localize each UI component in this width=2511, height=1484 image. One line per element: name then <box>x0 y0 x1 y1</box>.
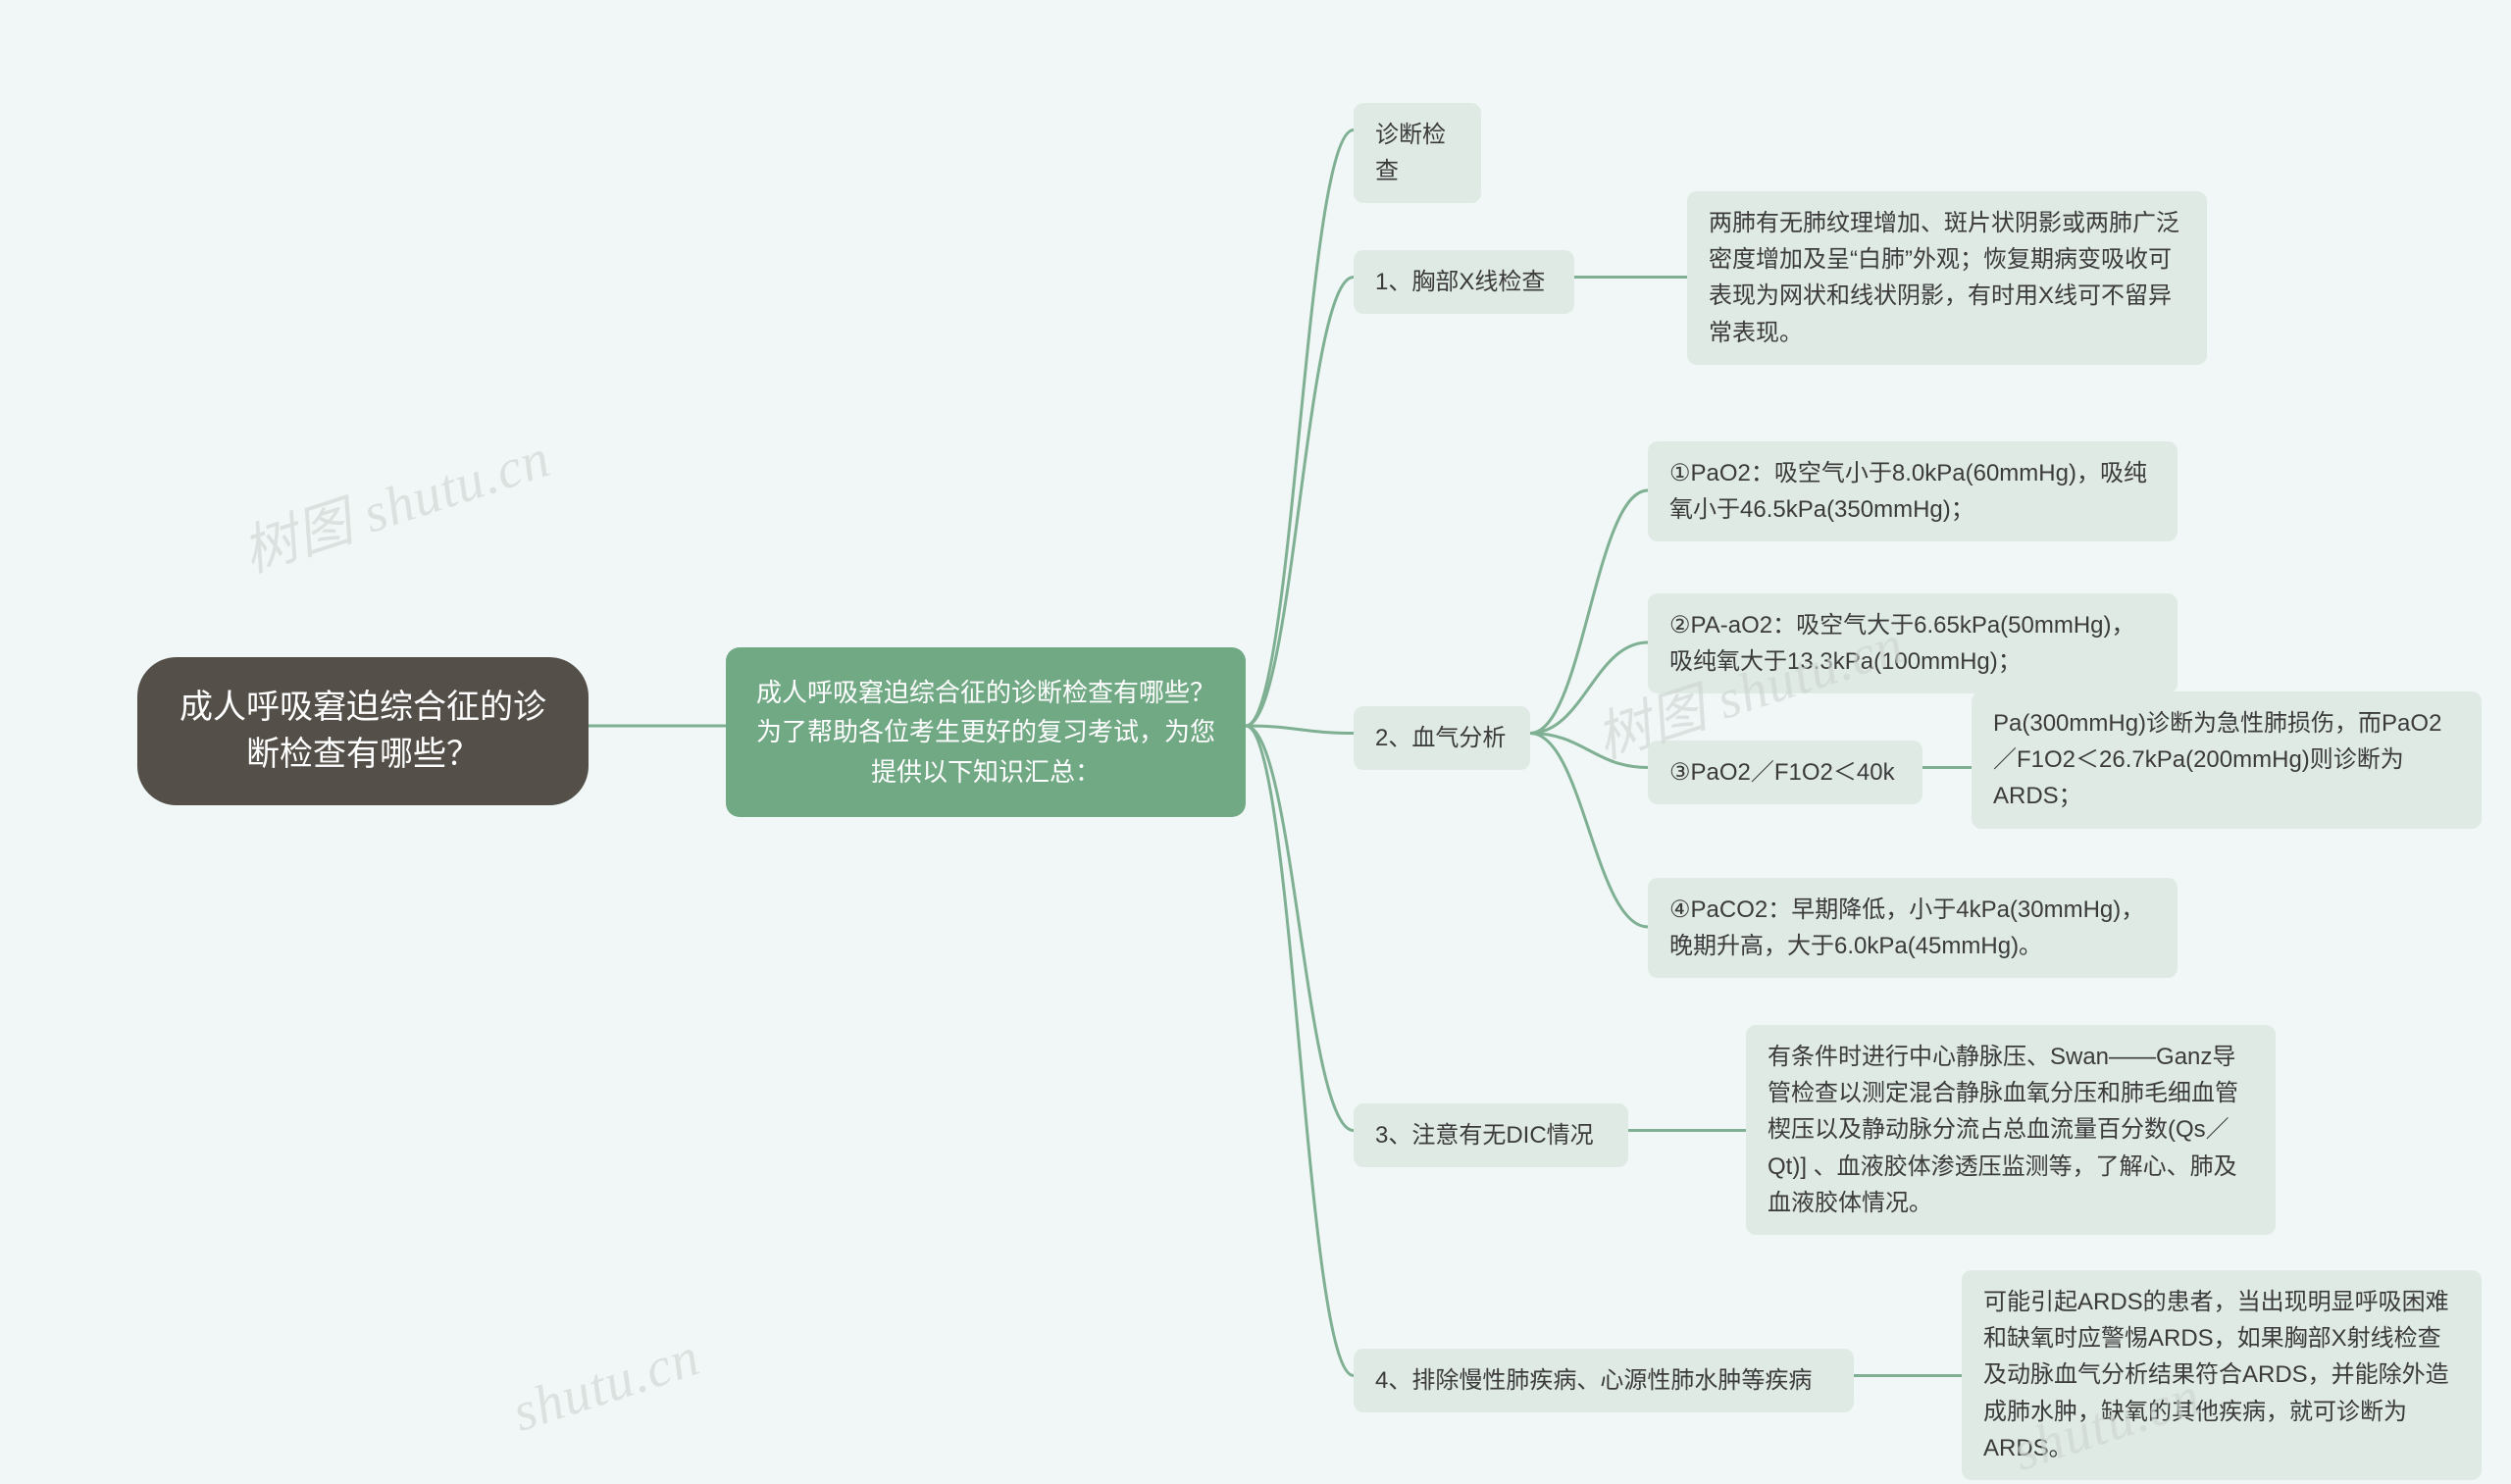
root-node: 成人呼吸窘迫综合征的诊断检查有哪些？ <box>137 657 589 805</box>
branch-2-child-1-text: ②PA-aO2：吸空气大于6.65kPa(50mmHg)，吸纯氧大于13.3kP… <box>1669 612 2135 675</box>
branch-2-child-2: ③PaO2／F1O2＜40k <box>1648 741 1922 804</box>
branch-1: 1、胸部X线检查 <box>1354 250 1574 314</box>
root-text: 成人呼吸窘迫综合征的诊断检查有哪些？ <box>179 689 546 773</box>
watermark-2: shutu.cn <box>505 1325 707 1445</box>
branch-3-child-0-text: 有条件时进行中心静脉压、Swan——Ganz导管检查以测定混合静脉血氧分压和肺毛… <box>1768 1044 2238 1216</box>
branch-2-child-1: ②PA-aO2：吸空气大于6.65kPa(50mmHg)，吸纯氧大于13.3kP… <box>1648 593 2178 693</box>
branch-4-child-0: 可能引起ARDS的患者，当出现明显呼吸困难和缺氧时应警惕ARDS，如果胸部X射线… <box>1962 1270 2482 1480</box>
branch-2-child-2-text: ③PaO2／F1O2＜40k <box>1669 759 1895 786</box>
branch-3-text: 3、注意有无DIC情况 <box>1375 1122 1594 1149</box>
branch-1-child-0: 两肺有无肺纹理增加、斑片状阴影或两肺广泛密度增加及呈“白肺”外观；恢复期病变吸收… <box>1687 191 2207 365</box>
branch-2-child-2-gc-0: Pa(300mmHg)诊断为急性肺损伤，而PaO2／F1O2＜26.7kPa(2… <box>1972 691 2482 829</box>
branch-3: 3、注意有无DIC情况 <box>1354 1103 1628 1167</box>
branch-2-text: 2、血气分析 <box>1375 725 1506 751</box>
branch-1-child-0-text: 两肺有无肺纹理增加、斑片状阴影或两肺广泛密度增加及呈“白肺”外观；恢复期病变吸收… <box>1709 210 2179 346</box>
branch-1-text: 1、胸部X线检查 <box>1375 269 1545 295</box>
branch-0-text: 诊断检查 <box>1375 122 1446 184</box>
branch-4-child-0-text: 可能引起ARDS的患者，当出现明显呼吸困难和缺氧时应警惕ARDS，如果胸部X射线… <box>1983 1289 2449 1461</box>
intro-node: 成人呼吸窘迫综合征的诊断检查有哪些？为了帮助各位考生更好的复习考试，为您提供以下… <box>726 647 1246 817</box>
intro-text: 成人呼吸窘迫综合征的诊断检查有哪些？为了帮助各位考生更好的复习考试，为您提供以下… <box>756 678 1215 787</box>
branch-2-child-0-text: ①PaO2：吸空气小于8.0kPa(60mmHg)，吸纯氧小于46.5kPa(3… <box>1669 460 2147 523</box>
branch-4: 4、排除慢性肺疾病、心源性肺水肿等疾病 <box>1354 1349 1854 1412</box>
branch-4-text: 4、排除慢性肺疾病、心源性肺水肿等疾病 <box>1375 1367 1812 1394</box>
branch-2: 2、血气分析 <box>1354 706 1530 770</box>
watermark-0: 树图 shutu.cn <box>231 414 558 588</box>
branch-2-child-2-gc-0-text: Pa(300mmHg)诊断为急性肺损伤，而PaO2／F1O2＜26.7kPa(2… <box>1993 710 2441 809</box>
branch-3-child-0: 有条件时进行中心静脉压、Swan——Ganz导管检查以测定混合静脉血氧分压和肺毛… <box>1746 1025 2276 1235</box>
branch-2-child-3: ④PaCO2：早期降低，小于4kPa(30mmHg)，晚期升高，大于6.0kPa… <box>1648 878 2178 978</box>
branch-2-child-0: ①PaO2：吸空气小于8.0kPa(60mmHg)，吸纯氧小于46.5kPa(3… <box>1648 441 2178 541</box>
branch-2-child-3-text: ④PaCO2：早期降低，小于4kPa(30mmHg)，晚期升高，大于6.0kPa… <box>1669 896 2144 959</box>
branch-0: 诊断检查 <box>1354 103 1481 203</box>
